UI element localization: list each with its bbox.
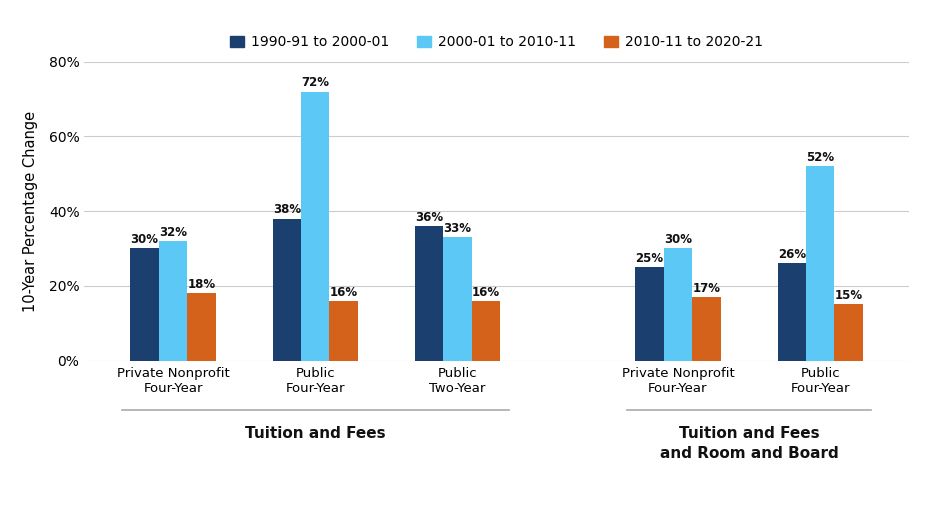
Text: 16%: 16% [472,285,500,299]
Text: 25%: 25% [635,252,663,265]
Y-axis label: 10-Year Percentage Change: 10-Year Percentage Change [22,111,37,312]
Bar [692,297,720,360]
Text: 30%: 30% [664,233,691,246]
Text: 33%: 33% [443,222,471,235]
Bar [663,249,692,360]
Bar [130,249,158,360]
Bar [471,301,500,360]
Legend: 1990-91 to 2000-01, 2000-01 to 2010-11, 2010-11 to 2020-21: 1990-91 to 2000-01, 2000-01 to 2010-11, … [225,30,768,55]
Text: 36%: 36% [415,211,443,224]
Text: 30%: 30% [130,233,158,246]
Bar [635,267,663,360]
Text: 18%: 18% [187,278,215,291]
Text: 16%: 16% [329,285,358,299]
Bar [443,237,471,360]
Text: Tuition and Fees: Tuition and Fees [244,426,385,441]
Bar [272,218,300,360]
Text: 15%: 15% [834,289,862,302]
Bar [329,301,358,360]
Text: 17%: 17% [692,282,720,295]
Text: 26%: 26% [777,248,805,261]
Bar [777,264,805,360]
Text: 72%: 72% [301,76,329,90]
Text: 32%: 32% [159,226,187,239]
Bar [187,294,215,360]
Bar [415,226,443,360]
Text: 52%: 52% [805,151,833,164]
Text: 38%: 38% [272,203,300,216]
Bar [834,304,862,360]
Text: Tuition and Fees
and Room and Board: Tuition and Fees and Room and Board [659,426,838,461]
Bar [300,92,329,360]
Bar [805,166,834,360]
Bar [158,241,187,360]
